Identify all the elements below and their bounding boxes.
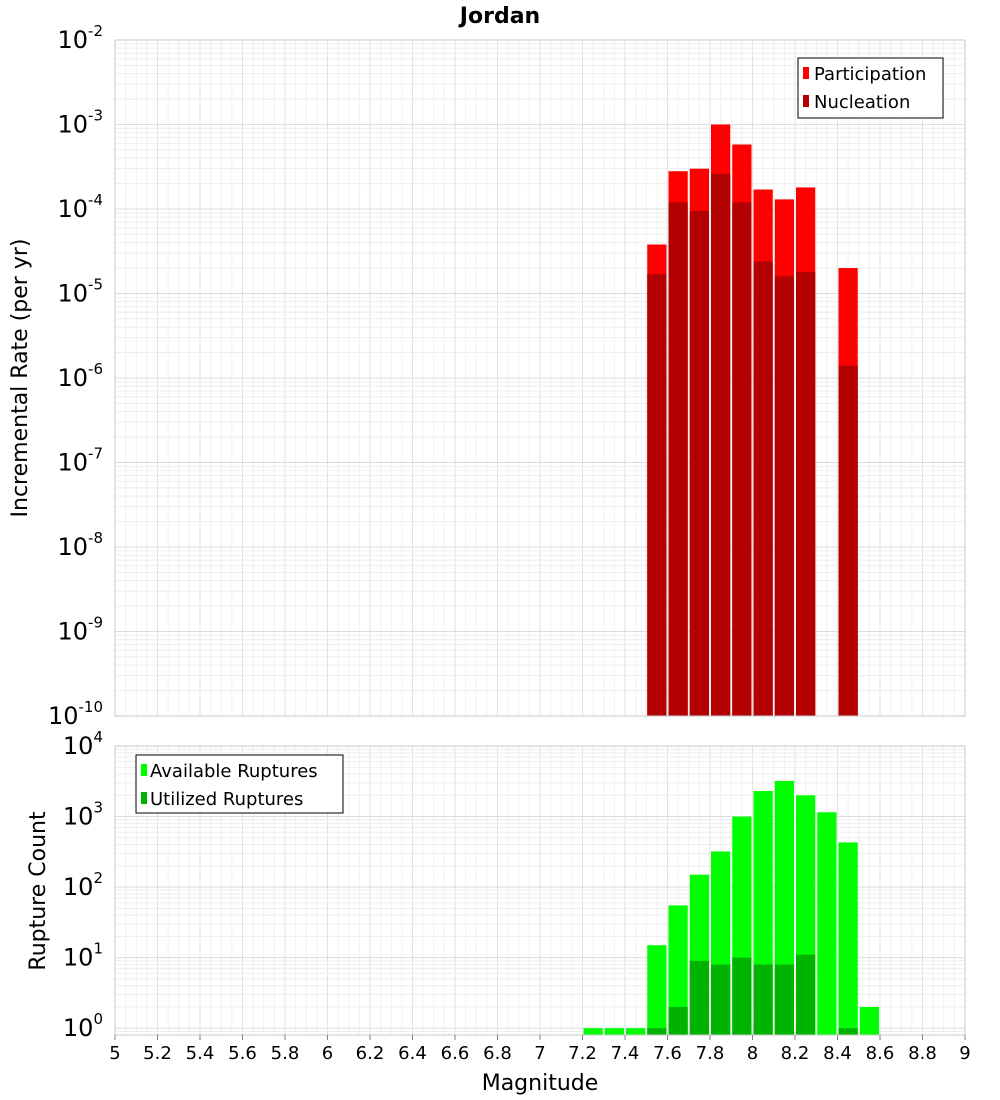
bottom-bar-utilized-ruptures <box>796 954 816 1035</box>
legend-label-participation: Participation <box>814 64 926 85</box>
top-bar-nucleation <box>711 173 731 716</box>
x-tick-label: 5 <box>109 1043 120 1064</box>
bottom-bar-utilized-ruptures <box>732 957 752 1035</box>
top-y-tick-label: 10-5 <box>57 276 103 308</box>
bottom-y-tick-label: 100 <box>63 1010 103 1042</box>
bottom-bar-utilized-ruptures <box>647 1028 667 1035</box>
legend-swatch-available <box>141 764 147 776</box>
top-y-tick-label: 10-3 <box>57 107 103 139</box>
bottom-bar-available-ruptures <box>647 945 667 1035</box>
x-tick-label: 8.4 <box>823 1043 852 1064</box>
legend-swatch-participation <box>803 67 809 79</box>
x-tick-label: 5.2 <box>143 1043 172 1064</box>
x-tick-label: 7.2 <box>568 1043 597 1064</box>
bottom-legend-box <box>135 754 344 814</box>
legend-swatch-utilized <box>141 792 147 804</box>
bottom-bar-available-ruptures <box>817 812 837 1035</box>
bottom-bar-available-ruptures <box>859 1006 879 1035</box>
top-grid <box>114 39 966 717</box>
bottom-y-tick-label: 101 <box>63 940 103 972</box>
legend-swatch-nucleation <box>803 95 809 107</box>
x-tick-label: 9 <box>959 1043 970 1064</box>
x-tick-label: 8.8 <box>908 1043 937 1064</box>
top-panel: 10-10 10-9 10-8 10-7 10-6 10-5 10-4 10-3 10-2 In… <box>8 22 966 730</box>
bottom-bar-utilized-ruptures <box>711 964 731 1035</box>
bottom-bar-utilized-ruptures <box>774 964 794 1035</box>
x-axis-label: Magnitude <box>482 1071 599 1096</box>
x-tick-label: 8.2 <box>781 1043 810 1064</box>
top-bar-nucleation <box>838 365 858 716</box>
x-tick-label: 7.8 <box>696 1043 725 1064</box>
top-y-axis-label: Incremental Rate (per yr) <box>8 239 33 518</box>
x-tick-label: 7.4 <box>611 1043 640 1064</box>
bottom-bar-utilized-ruptures <box>689 960 709 1035</box>
x-tick-label: 6.4 <box>398 1043 427 1064</box>
top-bar-nucleation <box>668 202 688 716</box>
top-y-tick-label: 10-8 <box>57 529 103 561</box>
bottom-panel: 100 101 102 103 104 5 5.2 5.4 5.6 5.8 6 6.2 6.4 6.6 6… <box>26 728 971 1096</box>
legend-label-available: Available Ruptures <box>150 761 318 782</box>
top-y-tick-label: 10-6 <box>57 360 103 392</box>
bottom-x-ticks: 5 5.2 5.4 5.6 5.8 6 6.2 6.4 6.6 6.8 7 7.2 7.4 7.6 7.8 8… <box>109 1035 971 1064</box>
top-plot-frame <box>114 39 966 717</box>
top-bar-nucleation <box>647 274 667 716</box>
top-bar-nucleation <box>753 261 773 716</box>
top-bar-nucleation <box>732 202 752 716</box>
bottom-bars <box>583 780 879 1035</box>
bottom-y-axis-label: Rupture Count <box>26 811 51 971</box>
bottom-bar-available-ruptures <box>583 1028 603 1035</box>
x-tick-label: 8.6 <box>866 1043 895 1064</box>
top-y-tick-label: 10-4 <box>57 191 103 223</box>
x-tick-label: 7.6 <box>653 1043 682 1064</box>
x-tick-label: 5.8 <box>271 1043 300 1064</box>
chart-title: Jordan <box>458 4 540 29</box>
legend-label-utilized: Utilized Ruptures <box>150 789 303 810</box>
x-tick-label: 8 <box>747 1043 758 1064</box>
top-legend: Participation Nucleation <box>797 57 944 119</box>
top-bar-nucleation <box>796 271 816 716</box>
bottom-bar-available-ruptures <box>604 1028 624 1035</box>
bottom-y-ticks: 100 101 102 103 104 <box>63 728 103 1042</box>
top-y-ticks: 10-10 10-9 10-8 10-7 10-6 10-5 10-4 10-3 10-2 <box>48 22 103 730</box>
top-bar-nucleation <box>774 276 794 716</box>
bottom-bar-available-ruptures <box>668 905 688 1035</box>
bottom-y-tick-label: 103 <box>63 799 103 831</box>
legend-label-nucleation: Nucleation <box>814 92 910 113</box>
bottom-bar-utilized-ruptures <box>838 1028 858 1035</box>
x-tick-label: 6.8 <box>483 1043 512 1064</box>
x-tick-label: 6.2 <box>356 1043 385 1064</box>
bottom-legend: Available Ruptures Utilized Ruptures <box>135 754 344 814</box>
x-tick-label: 5.4 <box>186 1043 215 1064</box>
top-y-tick-label: 10-2 <box>57 22 103 54</box>
bottom-y-tick-label: 104 <box>63 728 103 760</box>
bottom-bar-available-ruptures <box>626 1028 646 1035</box>
top-y-tick-label: 10-7 <box>57 445 103 477</box>
x-tick-label: 6.6 <box>441 1043 470 1064</box>
bottom-bar-available-ruptures <box>838 842 858 1035</box>
bottom-y-tick-label: 102 <box>63 869 103 901</box>
x-tick-label: 7 <box>534 1043 545 1064</box>
bottom-bar-utilized-ruptures <box>668 1006 688 1035</box>
x-tick-label: 5.6 <box>228 1043 257 1064</box>
x-tick-label: 6 <box>322 1043 333 1064</box>
top-bars <box>647 124 858 717</box>
top-legend-box <box>797 57 944 119</box>
top-y-tick-label: 10-9 <box>57 614 103 646</box>
bottom-bar-utilized-ruptures <box>753 964 773 1035</box>
top-bar-nucleation <box>689 210 709 716</box>
top-y-tick-label: 10-10 <box>48 698 103 730</box>
